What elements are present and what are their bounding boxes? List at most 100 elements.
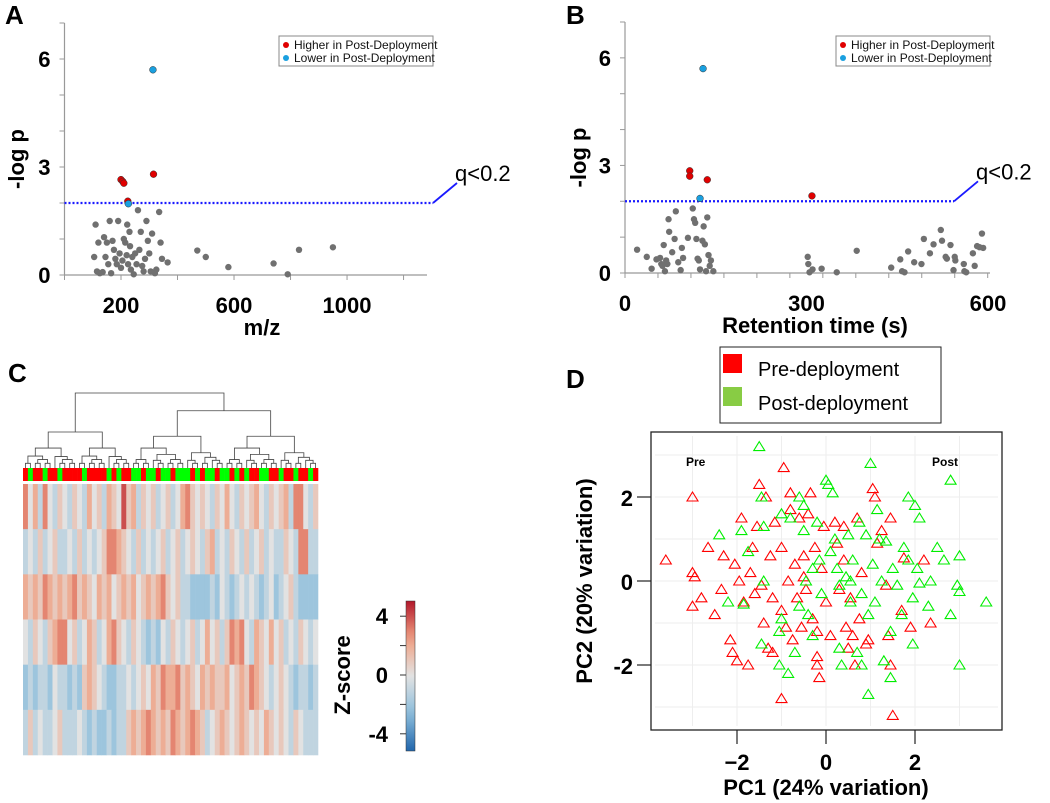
point-ns	[90, 253, 98, 261]
group-color-cell	[268, 468, 275, 481]
point-higher	[703, 176, 711, 184]
heatmap-cell	[283, 484, 289, 530]
heatmap-cell	[259, 529, 265, 575]
point-post	[953, 585, 966, 597]
point-pre	[788, 558, 802, 569]
heatmap-cell	[303, 484, 309, 530]
heatmap-cell	[72, 619, 78, 665]
heatmap-cell	[27, 529, 34, 575]
heatmap-cell	[145, 574, 152, 620]
point-ns	[136, 246, 143, 253]
heatmap-cell	[160, 619, 166, 665]
heatmap-cell	[234, 709, 240, 756]
heatmap-cell	[249, 664, 255, 711]
heatmap-cell	[86, 529, 93, 575]
heatmap-cell	[180, 664, 186, 711]
point-post	[921, 600, 935, 611]
heatmap-cell	[195, 709, 201, 756]
y-tick-label: 6	[38, 47, 50, 72]
heatmap-cell	[126, 664, 132, 711]
point-pre	[799, 583, 813, 594]
heatmap-cell	[37, 619, 43, 665]
dendrogram-branch	[69, 462, 76, 468]
heatmap-cell	[195, 484, 201, 530]
point-post	[799, 574, 813, 586]
legend-entry: Pre-deployment	[758, 359, 900, 381]
x-tick-label: −2	[724, 750, 749, 775]
dendrogram-branch	[167, 462, 174, 468]
heatmap-cell	[263, 619, 270, 665]
point-post	[830, 562, 844, 573]
annotation-pre: Pre	[686, 455, 706, 469]
dendrogram-branch	[263, 459, 275, 464]
heatmap-cell	[136, 664, 142, 711]
heatmap-cell	[209, 664, 216, 711]
heatmap-cell	[214, 574, 220, 620]
point-post	[828, 532, 842, 544]
heatmap-cell	[175, 574, 181, 620]
point-ns	[693, 235, 700, 243]
heatmap-cell	[91, 619, 98, 665]
heatmap-cell	[313, 709, 319, 756]
heatmap-cell	[42, 664, 48, 711]
point-pre	[819, 595, 833, 607]
heatmap-cell	[175, 619, 181, 665]
point-post	[826, 486, 840, 498]
point-pre	[757, 616, 771, 628]
heatmap-cell	[298, 574, 304, 620]
point-post	[901, 553, 915, 565]
heatmap-cell	[200, 709, 206, 756]
group-color-cell	[303, 468, 309, 481]
heatmap-cell	[175, 709, 181, 756]
y-axis-label: -log p	[566, 128, 591, 188]
point-post	[912, 511, 926, 523]
heatmap-cell	[239, 574, 245, 620]
point-post	[875, 574, 889, 586]
heatmap-cell	[200, 484, 206, 530]
heatmap-cell	[254, 484, 260, 530]
heatmap-cell	[111, 484, 117, 530]
point-ns	[952, 257, 959, 264]
heatmap-cell	[96, 709, 102, 756]
heatmap-cell	[170, 619, 176, 665]
heatmap-cell	[229, 484, 235, 530]
point-pre	[801, 507, 815, 519]
legend-entry: Post-deployment	[758, 393, 909, 415]
dendrogram-branch	[59, 462, 66, 468]
point-post	[979, 595, 993, 607]
point-post	[937, 553, 951, 565]
heatmap-cell	[229, 529, 235, 575]
heatmap-cell	[77, 484, 83, 530]
point-ns	[126, 228, 133, 235]
point-ns	[809, 266, 816, 273]
group-color-cell	[47, 468, 53, 481]
panel-label-d: D	[566, 364, 585, 394]
group-color-cell	[86, 468, 93, 481]
heatmap-cell	[209, 529, 216, 575]
heatmap-cell	[86, 709, 93, 756]
heatmap-cell	[180, 529, 186, 575]
point-ns	[164, 259, 171, 266]
point-ns	[157, 239, 164, 246]
point-post	[843, 574, 857, 586]
heatmap-cell	[298, 709, 304, 756]
point-pre	[766, 646, 780, 657]
heatmap-cell	[204, 529, 211, 575]
heatmap-cell	[136, 529, 142, 575]
point-post	[846, 553, 860, 565]
panel-c-heatmap: 4 0 -4 Z-score	[23, 392, 416, 756]
heatmap-cell	[27, 709, 34, 756]
point-post	[810, 516, 824, 527]
point-pre	[855, 566, 869, 578]
heatmap-cell	[293, 484, 299, 530]
point-post	[906, 637, 920, 649]
dendrogram-branch	[246, 459, 255, 468]
threshold-label: q<0.2	[976, 159, 1032, 184]
heatmap-cell	[234, 664, 240, 711]
heatmap-cell	[42, 529, 48, 575]
point-ns	[853, 247, 860, 254]
heatmap-cell	[57, 664, 63, 711]
colorbar-tick-label: -4	[368, 722, 388, 747]
point-pre	[841, 642, 855, 653]
